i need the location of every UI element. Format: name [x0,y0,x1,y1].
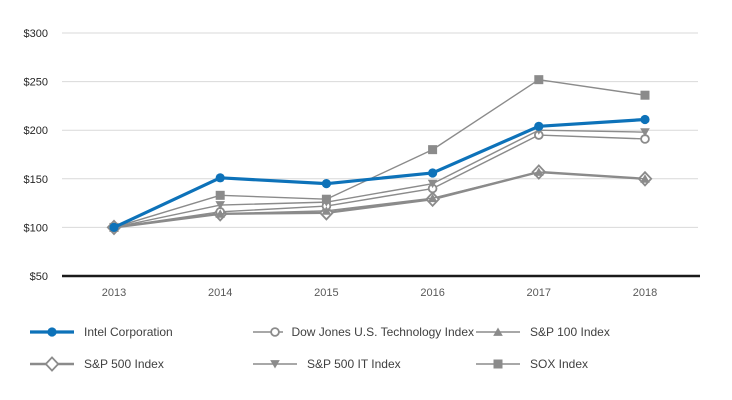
x-tick-label: 2015 [314,287,338,299]
x-tick-label: 2017 [527,287,551,299]
y-tick-label: $300 [24,28,48,40]
circle-open-marker [270,327,280,337]
legend-label: S&P 500 IT Index [307,357,401,371]
circle-filled-marker [428,168,438,178]
square-filled-marker [493,359,503,369]
x-tick-label: 2013 [102,287,126,299]
triangle-up-filled-marker [534,167,544,176]
y-tick-label: $150 [24,174,48,186]
y-tick-label: $200 [24,125,48,137]
chart-legend: Intel Corporation Dow Jones U.S. Technolo… [28,316,728,380]
legend-label: SOX Index [530,357,589,371]
square-filled-marker [428,145,438,155]
square-filled-marker [321,194,331,204]
triangle-up-filled-legend-icon [476,327,520,336]
x-tick-label: 2016 [420,287,444,299]
legend-item-dow-jones-u-s-technology-index: Dow Jones U.S. Technology Index [251,324,474,340]
x-tick-label: 2014 [208,287,232,299]
series-sox-index [109,75,650,232]
triangle-down-filled-marker [640,128,650,137]
legend-item-s-p-500-it-index: S&P 500 IT Index [251,356,474,372]
diamond-open-legend-icon [30,356,74,372]
triangle-up-filled-marker [427,193,438,203]
series-line [112,170,647,229]
legend-label: Intel Corporation [84,325,173,339]
series-line [113,129,646,229]
y-tick-label: $50 [30,271,48,283]
legend-item-intel-corporation: Intel Corporation [28,324,251,340]
circle-filled-marker [321,179,331,189]
square-filled-legend-icon [476,359,520,369]
legend-item-sox-index: SOX Index [474,356,728,372]
triangle-up-filled-marker [321,206,332,215]
series-s-p-500-index [106,164,653,236]
circle-open-legend-icon [253,327,284,337]
x-tick-label: 2018 [633,287,657,299]
circle-filled-marker [215,173,225,183]
triangle-down-filled-marker [427,179,438,189]
series-line [112,117,647,229]
triangle-up-filled-marker [215,209,225,218]
circle-filled-marker [640,114,650,125]
triangle-down-filled-legend-icon [253,360,297,369]
circle-filled-marker [47,327,57,337]
legend-item-s-p-100-index: S&P 100 Index [474,324,728,340]
y-tick-label: $250 [24,77,48,89]
y-tick-label: $100 [24,222,48,234]
series-dow-jones-u-s-technology-index [109,130,650,233]
line-chart-plot-area: $50 $100 $150 $200 $250 $300 2013 2014 2015 2016 2… [24,28,700,299]
series-line [113,134,646,229]
legend-label: S&P 500 Index [84,357,164,371]
series-line [113,78,646,229]
circle-filled-marker [109,222,119,232]
triangle-down-filled-marker [270,360,280,369]
circle-filled-legend-icon [30,327,74,337]
triangle-up-filled-marker [493,327,503,336]
diamond-open-marker [44,356,60,372]
square-filled-marker [215,190,225,200]
series-intel-corporation [109,114,650,232]
legend-item-s-p-500-index: S&P 500 Index [28,356,251,372]
triangle-down-filled-marker [215,201,225,210]
square-filled-marker [640,90,650,100]
legend-label: Dow Jones U.S. Technology Index [291,325,474,339]
circle-filled-marker [534,121,544,131]
series-line [113,171,646,229]
triangle-up-filled-marker [640,174,650,183]
square-filled-marker [534,75,544,85]
legend-label: S&P 100 Index [530,325,610,339]
